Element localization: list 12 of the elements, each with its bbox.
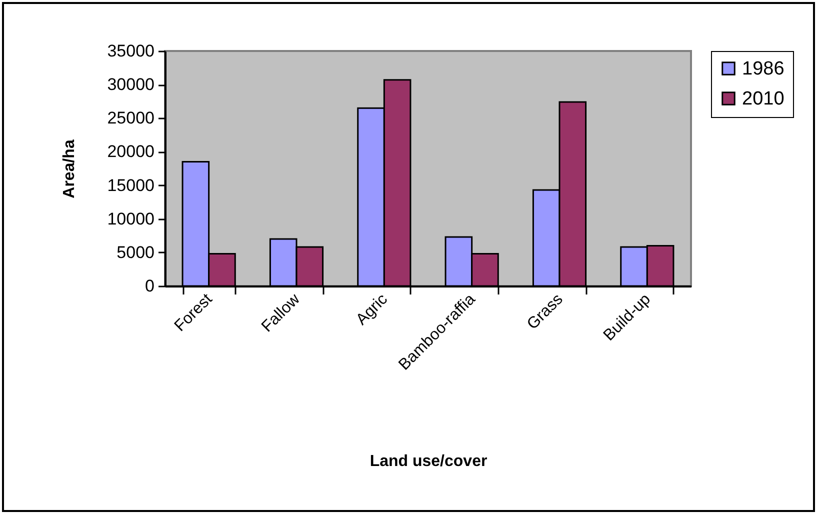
y-tick-label: 10000 — [107, 209, 154, 228]
x-axis-title: Land use/cover — [370, 453, 488, 470]
legend-label: 2010 — [742, 88, 784, 110]
y-tick-label: 30000 — [107, 75, 154, 94]
y-tick-label: 5000 — [116, 242, 154, 262]
y-tick-label: 25000 — [107, 108, 154, 128]
y-tick-label: 20000 — [107, 142, 154, 162]
y-tick-label: 15000 — [107, 176, 154, 195]
y-axis-title: Area/ha — [61, 140, 78, 198]
legend-label: 1986 — [742, 58, 784, 80]
y-tick-label: 0 — [145, 276, 154, 296]
y-tick-label: 35000 — [107, 42, 154, 60]
